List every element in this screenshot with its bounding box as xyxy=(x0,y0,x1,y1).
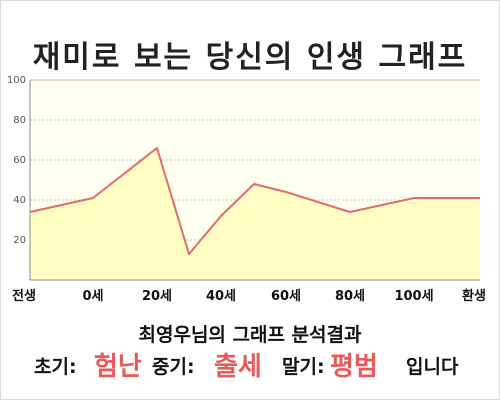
chart-title: 재미로 보는 당신의 인생 그래프 xyxy=(32,40,468,75)
x-tick-label: 전생 xyxy=(12,288,36,304)
x-tick-label: 40세 xyxy=(206,289,236,304)
mid-value: 출세 xyxy=(214,352,262,382)
area-fill xyxy=(30,148,480,280)
late-label: 말기: xyxy=(282,356,325,378)
x-tick-label: 60세 xyxy=(271,289,301,304)
late-value: 평범 xyxy=(330,352,378,382)
x-tick-label: 환생 xyxy=(462,288,486,304)
early-value: 험난 xyxy=(94,352,142,382)
analysis-heading: 최영우님의 그래프 분석결과 xyxy=(138,324,362,346)
y-tick-label: 80 xyxy=(13,115,26,126)
y-tick-label: 60 xyxy=(13,155,26,166)
y-tick-label: 100 xyxy=(7,75,26,86)
x-tick-label: 0세 xyxy=(82,289,103,304)
y-tick-label: 20 xyxy=(13,235,26,246)
early-label: 초기: xyxy=(34,356,77,378)
y-tick-label: 40 xyxy=(13,195,26,206)
x-tick-label: 20세 xyxy=(142,289,172,304)
x-tick-label: 100세 xyxy=(394,289,433,304)
mid-label: 중기: xyxy=(152,356,195,378)
analysis-result: 초기: 험난 중기: 출세 말기: 평범 입니다 xyxy=(0,344,500,384)
ending-text: 입니다 xyxy=(406,356,459,378)
x-tick-label: 80세 xyxy=(335,289,365,304)
